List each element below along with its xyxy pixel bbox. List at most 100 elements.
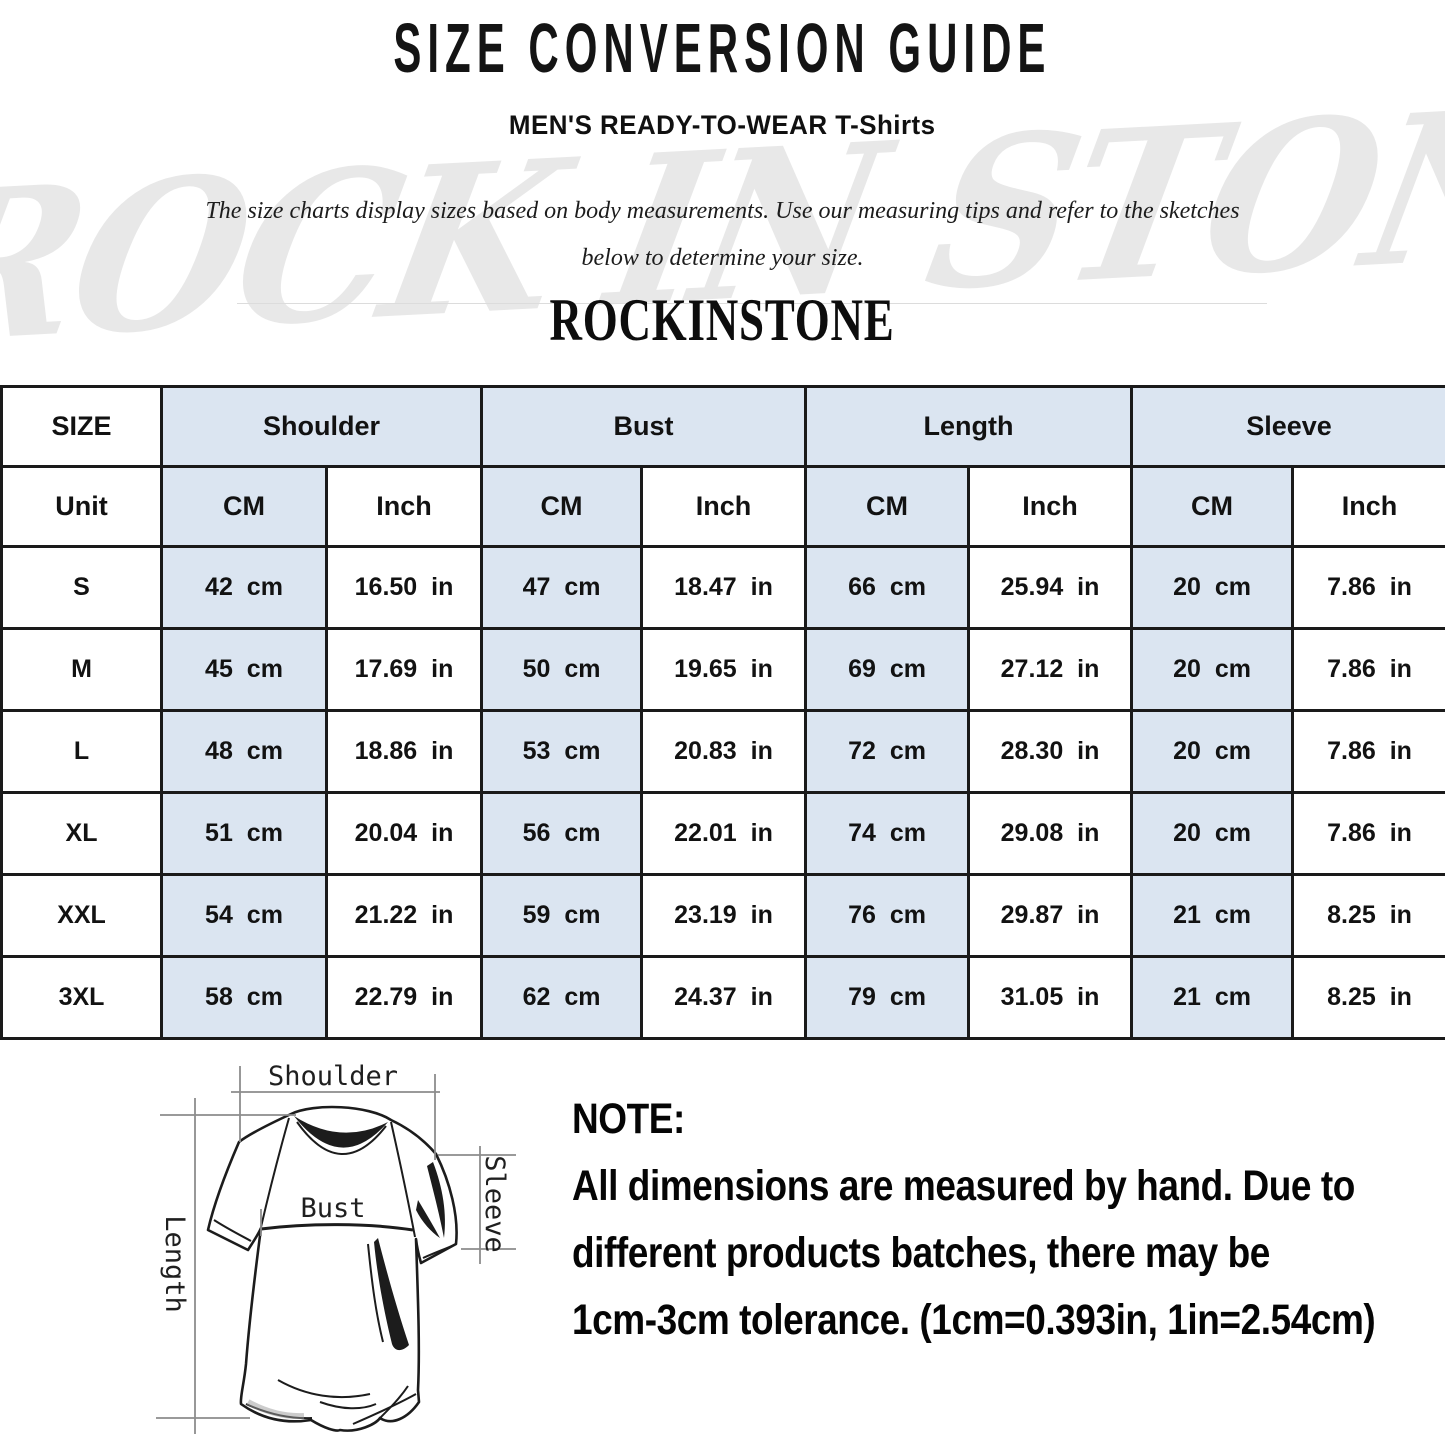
subtitle-row: MEN'S READY-TO-WEAR T-Shirts (0, 110, 1445, 141)
size-conversion-table: SIZE Shoulder Bust Length Sleeve Unit CM… (0, 385, 1445, 1040)
tshirt-diagram: Shoulder Bust Length Sleeve (156, 1061, 516, 1434)
cell-sleeve-cm: 21 cm (1130, 955, 1295, 1040)
cell-bust-cm: 47 cm (480, 545, 644, 630)
divider-line (237, 303, 1267, 304)
cell-bust-cm: 56 cm (480, 791, 644, 876)
cell-length-in: 31.05 in (967, 955, 1134, 1040)
cell-length-in: 29.08 in (967, 791, 1134, 876)
cell-bust-in: 20.83 in (640, 709, 808, 794)
cell-bust-cm: 53 cm (480, 709, 644, 794)
diagram-label-sleeve: Sleeve (479, 1155, 510, 1253)
group-header-row: SIZE Shoulder Bust Length Sleeve (0, 385, 1445, 468)
size-label: 3XL (0, 955, 163, 1040)
cell-bust-in: 24.37 in (640, 955, 808, 1040)
note-line-3: 1cm-3cm tolerance. (1cm=0.393in, 1in=2.5… (572, 1296, 1376, 1344)
size-label: L (0, 709, 163, 794)
cell-sleeve-cm: 20 cm (1130, 545, 1295, 630)
cell-length-in: 29.87 in (967, 873, 1134, 958)
note-section: NOTE: All dimensions are measured by han… (572, 1086, 1398, 1354)
cell-bust-in: 22.01 in (640, 791, 808, 876)
unit-cm-header: CM (160, 465, 328, 548)
cell-shoulder-cm: 54 cm (160, 873, 328, 958)
page-title: SIZE CONVERSION GUIDE (393, 9, 1052, 87)
cell-sleeve-cm: 20 cm (1130, 791, 1295, 876)
tshirt-outline (206, 1105, 458, 1432)
cell-length-cm: 76 cm (804, 873, 971, 958)
cell-shoulder-in: 21.22 in (324, 873, 484, 958)
group-header-bust: Bust (480, 385, 808, 468)
size-row-3xl: 3XL 58 cm 22.79 in 62 cm 24.37 in 79 cm … (0, 955, 1445, 1040)
unit-cm-header: CM (1130, 465, 1295, 548)
size-row-xl: XL 51 cm 20.04 in 56 cm 22.01 in 74 cm 2… (0, 791, 1445, 876)
unit-header-row: Unit CM Inch CM Inch CM Inch CM Inch (0, 465, 1445, 548)
cell-bust-cm: 62 cm (480, 955, 644, 1040)
cell-sleeve-cm: 20 cm (1130, 627, 1295, 712)
cell-shoulder-in: 17.69 in (324, 627, 484, 712)
unit-header-cell: Unit (0, 465, 163, 548)
cell-bust-in: 19.65 in (640, 627, 808, 712)
note-heading: NOTE: (572, 1095, 685, 1143)
note-line-2: different products batches, there may be (572, 1229, 1270, 1277)
cell-shoulder-cm: 48 cm (160, 709, 328, 794)
brand-row: ROCKINSTONE (0, 286, 1445, 355)
cell-length-cm: 79 cm (804, 955, 971, 1040)
cell-sleeve-in: 7.86 in (1291, 627, 1445, 712)
size-row-s: S 42 cm 16.50 in 47 cm 18.47 in 66 cm 25… (0, 545, 1445, 630)
cell-shoulder-cm: 42 cm (160, 545, 328, 630)
cell-sleeve-in: 8.25 in (1291, 955, 1445, 1040)
diagram-label-length: Length (159, 1215, 190, 1313)
cell-length-cm: 69 cm (804, 627, 971, 712)
cell-sleeve-in: 7.86 in (1291, 709, 1445, 794)
tshirt-seams (213, 1117, 455, 1259)
cell-length-cm: 66 cm (804, 545, 971, 630)
size-header-cell: SIZE (0, 385, 163, 468)
brand-name: ROCKINSTONE (549, 287, 895, 353)
cell-bust-cm: 50 cm (480, 627, 644, 712)
cell-sleeve-in: 7.86 in (1291, 791, 1445, 876)
cell-length-in: 25.94 in (967, 545, 1134, 630)
size-label: M (0, 627, 163, 712)
cell-shoulder-in: 16.50 in (324, 545, 484, 630)
unit-inch-header: Inch (640, 465, 808, 548)
size-label: XXL (0, 873, 163, 958)
description-line-1: The size charts display sizes based on b… (205, 198, 1240, 224)
unit-inch-header: Inch (1291, 465, 1445, 548)
description: The size charts display sizes based on b… (0, 188, 1445, 282)
cell-sleeve-cm: 20 cm (1130, 709, 1295, 794)
unit-inch-header: Inch (324, 465, 484, 548)
size-label: S (0, 545, 163, 630)
cell-shoulder-in: 22.79 in (324, 955, 484, 1040)
diagram-label-shoulder: Shoulder (268, 1061, 398, 1092)
cell-length-cm: 72 cm (804, 709, 971, 794)
cell-length-in: 27.12 in (967, 627, 1134, 712)
tshirt-hem-smudge (246, 1399, 305, 1420)
page-subtitle: MEN'S READY-TO-WEAR T-Shirts (509, 110, 936, 140)
cell-shoulder-cm: 45 cm (160, 627, 328, 712)
unit-cm-header: CM (804, 465, 971, 548)
tshirt-shading (374, 1162, 445, 1351)
group-header-length: Length (804, 385, 1134, 468)
cell-bust-cm: 59 cm (480, 873, 644, 958)
cell-shoulder-cm: 51 cm (160, 791, 328, 876)
note-line-1: All dimensions are measured by hand. Due… (572, 1162, 1355, 1210)
unit-cm-header: CM (480, 465, 644, 548)
bust-line (260, 1223, 414, 1232)
size-row-l: L 48 cm 18.86 in 53 cm 20.83 in 72 cm 28… (0, 709, 1445, 794)
cell-length-in: 28.30 in (967, 709, 1134, 794)
cell-sleeve-cm: 21 cm (1130, 873, 1295, 958)
description-line-2: below to determine your size. (581, 245, 864, 271)
cell-bust-in: 18.47 in (640, 545, 808, 630)
title-row: SIZE CONVERSION GUIDE (0, 8, 1445, 88)
tshirt-collar (294, 1116, 388, 1155)
cell-shoulder-cm: 58 cm (160, 955, 328, 1040)
size-label: XL (0, 791, 163, 876)
cell-bust-in: 23.19 in (640, 873, 808, 958)
unit-inch-header: Inch (967, 465, 1134, 548)
group-header-sleeve: Sleeve (1130, 385, 1445, 468)
size-row-m: M 45 cm 17.69 in 50 cm 19.65 in 69 cm 27… (0, 627, 1445, 712)
cell-sleeve-in: 7.86 in (1291, 545, 1445, 630)
cell-sleeve-in: 8.25 in (1291, 873, 1445, 958)
group-header-shoulder: Shoulder (159, 385, 484, 468)
size-row-xxl: XXL 54 cm 21.22 in 59 cm 23.19 in 76 cm … (0, 873, 1445, 958)
